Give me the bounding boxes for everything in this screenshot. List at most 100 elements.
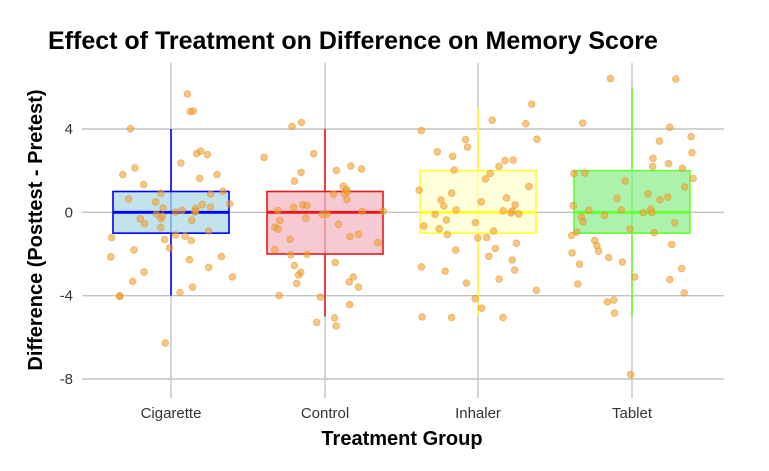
data-point bbox=[415, 186, 423, 195]
data-point bbox=[273, 206, 282, 215]
data-point bbox=[501, 156, 509, 165]
data-point bbox=[626, 225, 634, 233]
data-point bbox=[570, 169, 578, 178]
data-point bbox=[196, 147, 205, 155]
data-point bbox=[130, 246, 138, 254]
data-point bbox=[575, 260, 584, 269]
data-point bbox=[157, 189, 165, 198]
data-point bbox=[203, 150, 212, 159]
data-point bbox=[451, 246, 460, 254]
data-point bbox=[489, 227, 498, 235]
data-point bbox=[418, 313, 426, 321]
data-point bbox=[419, 222, 428, 230]
data-point bbox=[678, 164, 687, 173]
data-point bbox=[354, 230, 363, 239]
data-point bbox=[680, 289, 688, 297]
data-point bbox=[330, 313, 339, 322]
data-point bbox=[437, 196, 445, 204]
data-point bbox=[275, 291, 283, 300]
data-point bbox=[318, 210, 327, 219]
data-point bbox=[499, 207, 508, 215]
data-point bbox=[198, 200, 207, 209]
data-point bbox=[656, 195, 664, 204]
data-point bbox=[606, 74, 615, 83]
y-tick-label: -8 bbox=[60, 371, 73, 388]
data-point bbox=[206, 203, 215, 212]
x-tick-label: Inhaler bbox=[455, 405, 501, 422]
data-point bbox=[508, 256, 517, 264]
data-point bbox=[297, 118, 306, 127]
data-point bbox=[329, 190, 338, 199]
data-point bbox=[452, 206, 460, 214]
data-point bbox=[159, 204, 167, 212]
data-point bbox=[499, 313, 507, 322]
data-point bbox=[289, 203, 298, 212]
data-point bbox=[630, 273, 639, 281]
data-point bbox=[128, 277, 137, 286]
data-point bbox=[292, 279, 301, 288]
data-point bbox=[447, 313, 456, 322]
data-point bbox=[477, 198, 486, 206]
data-point bbox=[192, 207, 200, 215]
data-point bbox=[124, 195, 133, 203]
box-iqr bbox=[573, 169, 691, 234]
data-point bbox=[217, 252, 226, 261]
data-point bbox=[488, 116, 497, 124]
data-point bbox=[578, 119, 587, 127]
data-point bbox=[286, 235, 294, 244]
data-point bbox=[664, 159, 673, 168]
data-point bbox=[533, 135, 541, 144]
data-point bbox=[346, 162, 355, 170]
data-point bbox=[275, 216, 284, 225]
data-point bbox=[609, 296, 618, 304]
data-point bbox=[345, 278, 354, 286]
data-point bbox=[680, 183, 689, 191]
data-point bbox=[139, 180, 148, 189]
data-point bbox=[373, 238, 382, 247]
data-point bbox=[639, 208, 647, 217]
data-point bbox=[667, 240, 676, 249]
data-point bbox=[665, 123, 674, 132]
data-point bbox=[107, 233, 116, 242]
data-point bbox=[525, 182, 533, 191]
data-point bbox=[439, 202, 448, 210]
data-point bbox=[354, 283, 363, 291]
data-point bbox=[579, 217, 587, 226]
data-point bbox=[644, 190, 652, 198]
data-point bbox=[507, 209, 515, 217]
data-point bbox=[482, 233, 491, 242]
data-point bbox=[185, 255, 194, 264]
data-point bbox=[116, 292, 124, 301]
data-point bbox=[594, 247, 603, 256]
data-point bbox=[379, 207, 388, 216]
data-point bbox=[512, 239, 521, 248]
data-point bbox=[334, 220, 343, 229]
data-point bbox=[510, 266, 519, 274]
data-point bbox=[290, 177, 299, 186]
data-point bbox=[441, 267, 449, 276]
data-point bbox=[131, 164, 139, 172]
data-point bbox=[171, 231, 180, 239]
data-point bbox=[471, 294, 479, 303]
data-point bbox=[183, 90, 192, 98]
data-point bbox=[160, 235, 169, 244]
data-point bbox=[463, 143, 472, 151]
data-point bbox=[178, 206, 186, 215]
data-point bbox=[140, 268, 148, 276]
data-point bbox=[481, 175, 490, 183]
data-point bbox=[655, 137, 664, 145]
data-point bbox=[213, 170, 221, 179]
data-point bbox=[358, 207, 367, 216]
data-point bbox=[447, 189, 456, 197]
data-point bbox=[435, 225, 444, 233]
y-tick-label: -4 bbox=[60, 288, 73, 305]
data-point bbox=[270, 245, 279, 254]
data-point bbox=[477, 304, 486, 313]
x-tick-label: Cigarette bbox=[141, 405, 202, 422]
data-point bbox=[260, 153, 268, 162]
data-point bbox=[568, 249, 576, 257]
data-point bbox=[677, 264, 686, 273]
box-iqr bbox=[266, 190, 384, 255]
data-point bbox=[343, 195, 351, 204]
data-point bbox=[332, 322, 341, 330]
